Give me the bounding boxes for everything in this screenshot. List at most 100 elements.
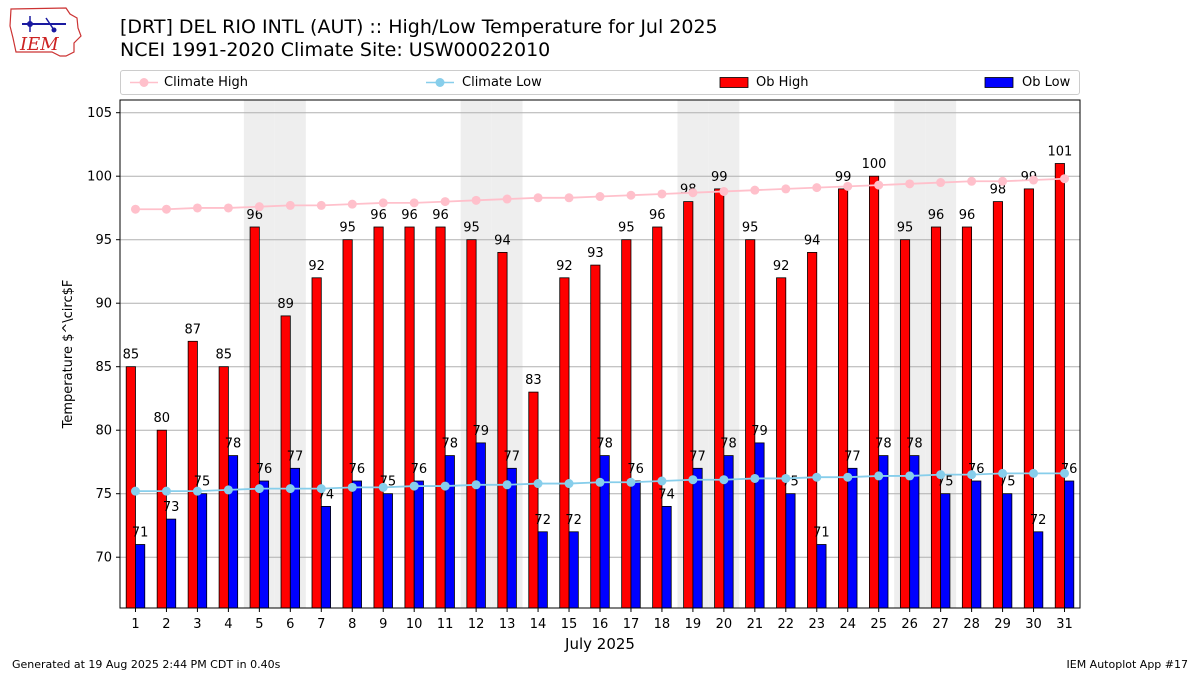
ob-high-bar	[373, 226, 384, 609]
climate-low-point	[285, 484, 295, 494]
x-tick-label: 9	[379, 617, 387, 632]
iem-logo: IEM	[8, 6, 83, 64]
ob-low-label: 78	[720, 437, 737, 452]
x-tick-label: 27	[932, 617, 949, 632]
x-tick-label: 2	[162, 617, 170, 632]
x-tick-label: 12	[468, 617, 485, 632]
climate-low-point	[936, 470, 946, 480]
climate-high-point	[223, 203, 233, 213]
legend-label: Climate Low	[462, 75, 542, 90]
x-tick-label: 13	[499, 617, 516, 632]
x-tick-label: 18	[654, 617, 671, 632]
climate-low-point	[192, 486, 202, 496]
climate-high-point	[936, 178, 946, 188]
climate-high-point	[502, 194, 512, 204]
ob-high-label: 96	[959, 208, 976, 223]
ob-low-label: 76	[349, 462, 366, 477]
ob-high-bar	[776, 277, 787, 609]
x-tick-label: 6	[286, 617, 294, 632]
climate-low-point	[316, 484, 326, 494]
climate-low-point	[1029, 468, 1039, 478]
ob-low-bar	[754, 442, 765, 609]
ob-high-bar	[961, 226, 973, 609]
ob-high-label: 94	[494, 233, 511, 248]
x-tick-label: 17	[623, 617, 640, 632]
x-tick-label: 31	[1056, 617, 1073, 632]
climate-high-point	[533, 193, 543, 203]
x-tick-label: 16	[592, 617, 609, 632]
y-axis-label: Temperature $^\circ$F	[61, 280, 76, 430]
x-tick-label: 21	[747, 617, 764, 632]
ob-low-bar	[661, 505, 672, 609]
ob-high-label: 96	[401, 208, 418, 223]
climate-low-point	[130, 486, 140, 496]
ob-high-label: 99	[711, 170, 728, 185]
ob-low-bar	[816, 544, 827, 609]
ob-high-label: 100	[862, 157, 887, 172]
ob-low-label: 79	[751, 424, 768, 439]
ob-high-label: 96	[928, 208, 945, 223]
climate-high-point	[874, 180, 884, 190]
climate-low-point	[781, 473, 791, 483]
ob-high-bar	[992, 201, 1003, 609]
x-tick-label: 15	[561, 617, 578, 632]
climate-high-point	[316, 200, 326, 210]
ob-low-bar	[847, 467, 858, 609]
climate-high-point	[967, 176, 977, 186]
climate-high-point	[905, 179, 915, 189]
climate-high-point	[1029, 175, 1039, 185]
x-tick-label: 8	[348, 617, 356, 632]
ob-high-bar	[930, 226, 942, 609]
ob-high-label: 92	[556, 259, 573, 274]
ob-high-bar	[807, 251, 818, 609]
climate-low-point	[1060, 468, 1070, 478]
climate-low-point	[471, 480, 481, 490]
climate-low-point	[750, 473, 760, 483]
ob-low-label: 75	[194, 475, 211, 490]
ob-low-swatch-icon	[984, 77, 1014, 88]
ob-high-swatch-icon	[719, 77, 749, 88]
climate-low-point	[874, 471, 884, 481]
ob-low-label: 77	[287, 449, 304, 464]
ob-low-label: 78	[875, 437, 892, 452]
generated-note: Generated at 19 Aug 2025 2:44 PM CDT in …	[12, 658, 281, 671]
ob-low-label: 73	[163, 500, 180, 515]
ob-low-bar	[537, 531, 548, 609]
ob-low-label: 78	[225, 437, 242, 452]
ob-high-label: 94	[804, 233, 821, 248]
y-tick-label: 105	[87, 106, 112, 121]
x-tick-label: 20	[716, 617, 733, 632]
climate-high-marker-icon	[130, 78, 158, 87]
x-tick-label: 5	[255, 617, 263, 632]
ob-high-bar	[497, 251, 508, 609]
climate-low-point	[812, 472, 822, 482]
ob-high-bar	[311, 277, 322, 609]
y-tick-label: 80	[95, 424, 112, 439]
y-tick-label: 85	[95, 360, 112, 375]
climate-low-point	[657, 476, 667, 486]
climate-high-point	[564, 193, 574, 203]
ob-high-label: 85	[123, 348, 140, 363]
ob-high-label: 101	[1047, 145, 1072, 160]
x-tick-label: 29	[994, 617, 1011, 632]
legend-label: Climate High	[164, 75, 249, 90]
ob-low-bar	[166, 518, 177, 609]
ob-high-label: 95	[618, 221, 635, 236]
climate-high-point	[378, 198, 388, 208]
ob-low-label: 77	[503, 449, 520, 464]
ob-low-bar	[475, 442, 486, 609]
ob-high-bar	[342, 239, 353, 609]
ob-low-bar	[351, 480, 362, 609]
x-tick-label: 26	[901, 617, 918, 632]
ob-high-bar	[528, 391, 539, 609]
ob-low-bar	[568, 531, 579, 609]
ob-low-label: 76	[411, 462, 428, 477]
ob-low-label: 75	[999, 475, 1016, 490]
ob-high-bar	[1054, 163, 1065, 609]
ob-low-bar	[197, 493, 208, 609]
ob-high-label: 96	[649, 208, 666, 223]
y-tick-label: 70	[95, 551, 112, 566]
ob-low-bar	[940, 493, 951, 609]
ob-low-bar	[630, 480, 641, 609]
